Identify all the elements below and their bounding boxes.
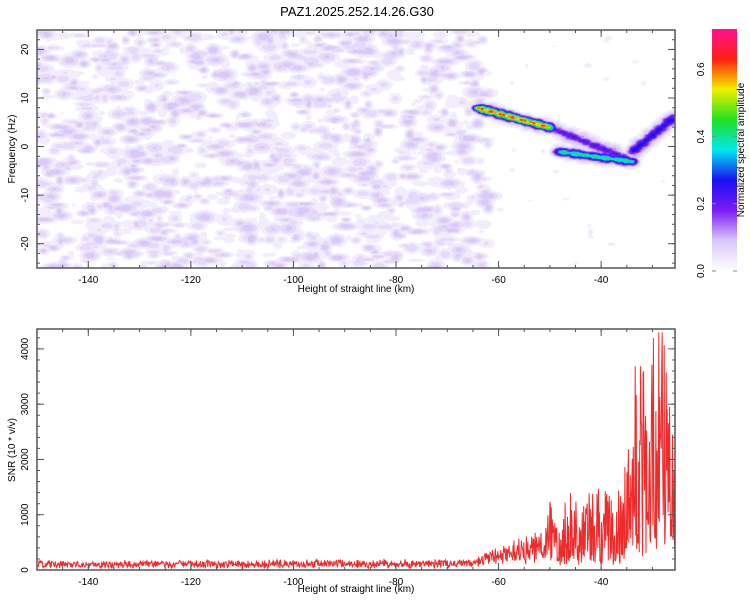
x-tick-label: -140	[78, 275, 98, 286]
y-tick-label: 4000	[20, 337, 31, 360]
snr-y-label: SNR (10 * v/v)	[7, 418, 18, 482]
x-tick-label: -100	[283, 275, 303, 286]
spectrogram-y-ticks: -20 -10 0 10 20	[20, 29, 675, 264]
y-tick-label: -10	[20, 187, 31, 202]
spectrogram-frame	[36, 29, 676, 269]
figure-title: PAZ1.2025.252.14.26.G30	[280, 4, 434, 19]
x-tick-label: -60	[491, 275, 506, 286]
colorbar-tick-label: 0.2	[696, 196, 707, 210]
x-tick-label: -80	[389, 275, 404, 286]
y-tick-label: 20	[20, 43, 31, 55]
snr-frame	[36, 328, 676, 571]
colorbar-bar	[712, 29, 737, 271]
spectrogram-x-ticks: -140 -120 -100 -80 -60 -40	[36, 30, 653, 286]
x-tick-label: -40	[594, 577, 609, 588]
x-tick-label: -120	[181, 275, 201, 286]
spectrogram-x-label: Height of straight line (km)	[298, 284, 415, 295]
x-tick-label: -100	[283, 577, 303, 588]
y-tick-label: -20	[20, 236, 31, 251]
snr-x-label: Height of straight line (km)	[298, 584, 415, 595]
colorbar: 0.0 0.2 0.4 0.6 Normalized spectral amplitu…	[696, 29, 747, 278]
y-tick-label: 2000	[20, 448, 31, 471]
colorbar-ticks: 0.0 0.2 0.4 0.6	[696, 62, 737, 278]
snr-series-line	[37, 332, 675, 570]
x-tick-label: -60	[491, 577, 506, 588]
y-tick-label: 10	[20, 92, 31, 104]
x-tick-label: -120	[181, 577, 201, 588]
x-tick-label: -40	[594, 275, 609, 286]
colorbar-tick-label: 0.0	[696, 264, 707, 278]
snr-panel: -140 -120 -100 -80 -60 -40 01000200030004000 …	[7, 328, 676, 595]
x-tick-label: -140	[78, 577, 98, 588]
snr-y-ticks: 0 1000 2000 3000 4000	[20, 337, 675, 573]
colorbar-tick-label: 0.4	[696, 129, 707, 143]
y-tick-label: 1000	[20, 503, 31, 526]
spectrogram-y-label: Frequency (Hz)	[7, 115, 18, 184]
y-tick-label: 0	[20, 143, 31, 149]
y-tick-label: 0	[20, 567, 31, 573]
y-tick-label: 3000	[20, 393, 31, 416]
colorbar-label: Normalized spectral amplitude	[736, 82, 747, 217]
spectrogram-image-holder	[37, 30, 675, 268]
spectrogram-image	[37, 30, 675, 268]
x-tick-label: -80	[389, 577, 404, 588]
colorbar-tick-label: 0.6	[696, 62, 707, 76]
